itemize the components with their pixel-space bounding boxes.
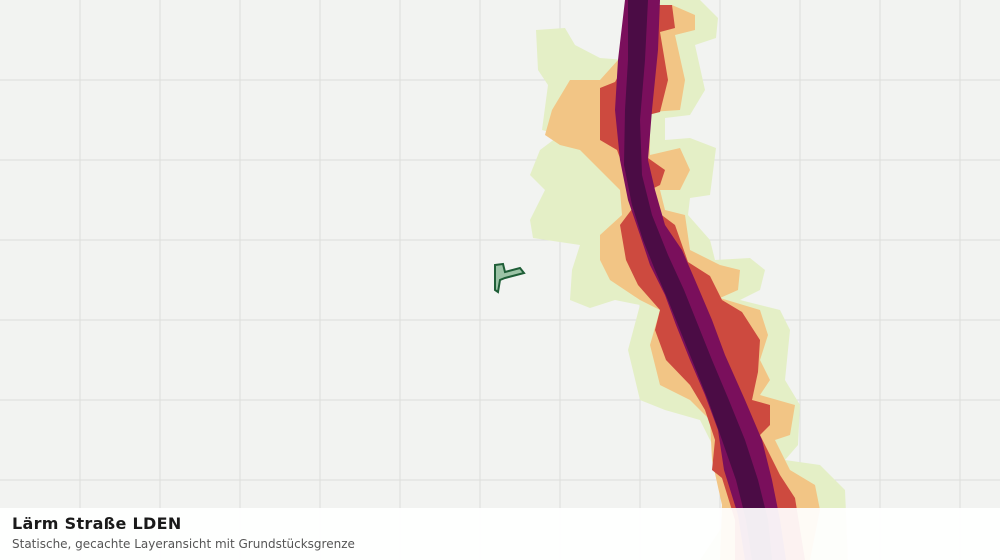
footer-panel: Lärm Straße LDEN Statische, gecachte Lay… <box>0 508 1000 560</box>
layer-subtitle: Statische, gecachte Layeransicht mit Gru… <box>12 537 355 551</box>
noise-zone-extreme <box>624 0 772 560</box>
parcel-boundary <box>494 262 526 294</box>
layer-title: Lärm Straße LDEN <box>12 514 182 533</box>
noise-zone-very-high <box>615 0 786 560</box>
